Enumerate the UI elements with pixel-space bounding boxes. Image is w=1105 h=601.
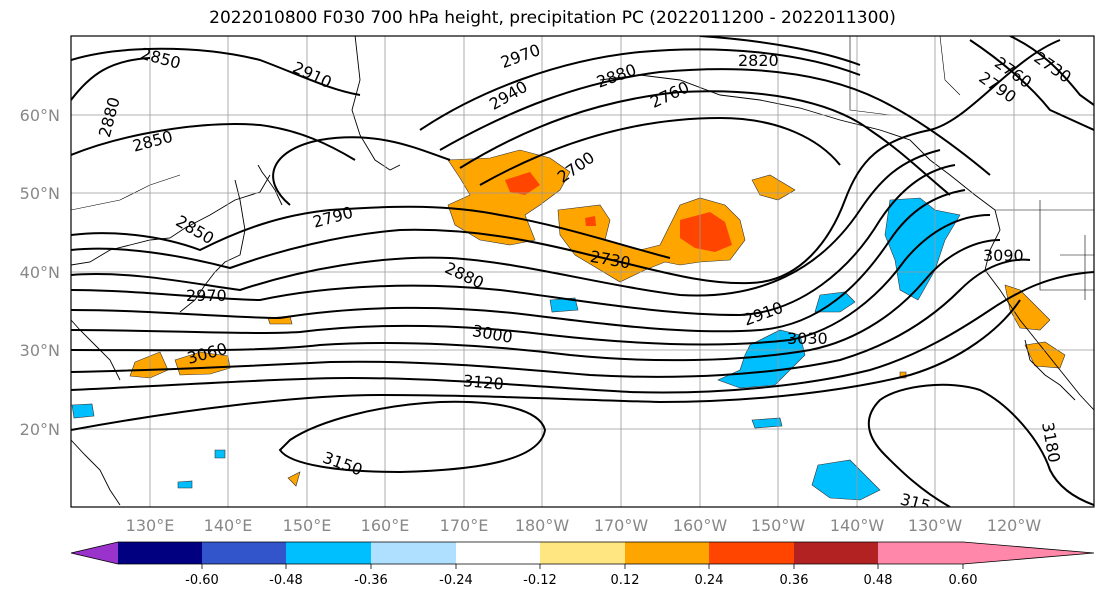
colorbar-segment: [286, 542, 371, 564]
latitude-labels: 60°N 50°N 40°N 30°N 20°N: [20, 106, 60, 439]
lon-label: 140°W: [830, 516, 885, 535]
precip-strong-positive-areas: [505, 172, 732, 252]
colorbar-segment: [625, 542, 709, 564]
contour-label: 2970: [186, 286, 227, 305]
colorbar-segment: [878, 542, 963, 564]
lat-label: 60°N: [20, 106, 60, 125]
lon-label: 130°E: [126, 516, 175, 535]
colorbar-tick-label: 0.48: [864, 573, 893, 588]
contour-label: 3120: [462, 371, 504, 393]
contour-label: 2820: [738, 51, 779, 70]
colorbar-segment: [118, 542, 202, 564]
colorbar-ticks: [201, 564, 964, 569]
colorbar-segment: [794, 542, 878, 564]
colorbar-extend-high: [963, 542, 1094, 564]
height-contours: [71, 36, 1094, 507]
colorbar-tick-label: -0.60: [185, 573, 219, 588]
lat-label: 40°N: [20, 263, 60, 282]
colorbar-segment: [202, 542, 286, 564]
colorbar-segment: [371, 542, 456, 564]
map-area: [71, 36, 1094, 507]
lat-label: 30°N: [20, 341, 60, 360]
lon-label: 150°W: [751, 516, 806, 535]
lon-label: 120°W: [987, 516, 1042, 535]
lon-label: 170°E: [440, 516, 489, 535]
lon-label: 170°W: [594, 516, 649, 535]
lat-label: 20°N: [20, 420, 60, 439]
lon-label: 150°E: [283, 516, 332, 535]
map-frame: [70, 35, 1095, 508]
colorbar-tick-label: 0.12: [611, 573, 640, 588]
lon-label: 130°W: [908, 516, 963, 535]
colorbar-tick-label: 0.36: [780, 573, 809, 588]
colorbar-segment: [709, 542, 794, 564]
longitude-labels: 130°E 140°E 150°E 160°E 170°E 180°W 170°…: [126, 516, 1042, 535]
colorbar-tick-label: 0.24: [695, 573, 724, 588]
colorbar-tick-label: -0.12: [523, 573, 557, 588]
colorbar-tick-label: -0.24: [439, 573, 473, 588]
contour-label: 3030: [787, 329, 828, 348]
colorbar-tick-label: -0.48: [269, 573, 303, 588]
colorbar-tick-label: 0.60: [949, 573, 978, 588]
lat-label: 50°N: [20, 184, 60, 203]
lon-label: 160°W: [673, 516, 728, 535]
contour-label: 3090: [983, 246, 1024, 265]
colorbar-extend-low: [71, 542, 118, 564]
lon-label: 180°W: [515, 516, 570, 535]
colorbar-segment: [540, 542, 625, 564]
colorbar-segment: [456, 542, 540, 564]
colorbar: -0.60 -0.48 -0.36 -0.24 -0.12 0.12 0.24 …: [70, 541, 1095, 588]
lon-label: 140°E: [204, 516, 253, 535]
lon-label: 160°E: [361, 516, 410, 535]
map-title: 2022010800 F030 700 hPa height, precipit…: [209, 8, 896, 28]
colorbar-tick-label: -0.36: [354, 573, 388, 588]
colorbar-outline: [70, 541, 1095, 565]
